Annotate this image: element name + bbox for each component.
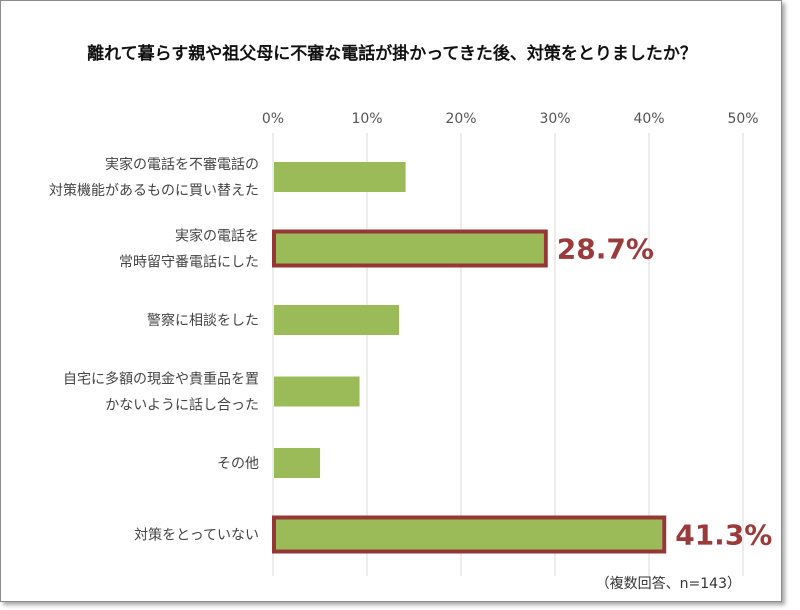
bar-chart: 0% 10% 20% 30% 40% 50% 実家の電話を不審電話の対策機能があるものに買… <box>49 111 773 576</box>
x-tick-label: 10% <box>351 111 382 127</box>
category-label: 対策をとっていない <box>134 527 259 544</box>
highlight-labels: 28.7% 41.3% <box>557 233 773 552</box>
category-label: 警察に相談をした <box>147 312 259 329</box>
bar <box>274 305 400 335</box>
highlight-box <box>272 515 667 554</box>
x-tick-label: 30% <box>539 111 570 127</box>
bar <box>274 162 406 192</box>
x-tick-labels: 0% 10% 20% 30% 40% 50% <box>262 111 759 127</box>
category-label: その他 <box>217 456 259 472</box>
category-labels: 実家の電話を不審電話の対策機能があるものに買い替えた実家の電話を常時留守番電話に… <box>49 156 259 544</box>
chart-title: 離れて暮らす親や祖父母に不審な電話が掛かってきた後、対策をとりましたか？ <box>87 44 697 64</box>
x-tick-label: 40% <box>633 111 664 127</box>
category-label: 自宅に多額の現金や貴重品を置 <box>63 371 259 388</box>
bar <box>274 519 663 550</box>
category-label: 対策機能があるものに買い替えた <box>49 182 259 199</box>
category-label: 実家の電話を <box>175 228 259 245</box>
bars <box>272 162 667 554</box>
x-tick-label: 50% <box>727 111 758 127</box>
chart-frame: 離れて暮らす親や祖父母に不審な電話が掛かってきた後、対策をとりましたか？ 0% 1… <box>0 0 782 602</box>
sample-note: （複数回答、n=143） <box>595 576 741 592</box>
x-tick-label: 0% <box>262 111 284 127</box>
bar <box>274 448 321 478</box>
highlight-label: 28.7% <box>557 233 654 266</box>
category-label: 実家の電話を不審電話の <box>105 156 259 173</box>
bar <box>274 233 544 264</box>
highlight-box <box>272 229 548 268</box>
category-label: かないように話し合った <box>105 397 259 414</box>
highlight-label: 41.3% <box>675 519 772 552</box>
gridlines <box>272 133 744 576</box>
x-tick-label: 20% <box>445 111 476 127</box>
bar <box>274 376 360 407</box>
category-label: 常時留守番電話にした <box>119 254 259 271</box>
